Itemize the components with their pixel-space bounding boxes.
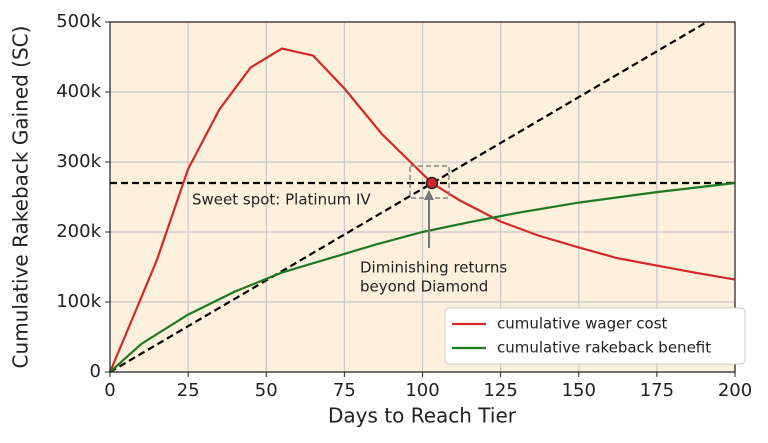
y-tick-label: 0 <box>90 361 101 382</box>
x-tick-label: 175 <box>640 380 674 401</box>
x-tick-label: 0 <box>104 380 115 401</box>
y-tick-label: 400k <box>56 81 101 102</box>
x-tick-label: 200 <box>718 380 752 401</box>
reference-line <box>109 21 708 373</box>
x-tick-label: 100 <box>405 380 439 401</box>
annotation: Sweet spot: Platinum IV <box>192 191 371 209</box>
x-tick-label: 25 <box>177 380 200 401</box>
annotation: Diminishing returns <box>360 259 507 277</box>
series-line <box>108 47 736 373</box>
x-tick-label: 75 <box>333 380 356 401</box>
x-tick-label: 50 <box>255 380 278 401</box>
y-tick-label: 100k <box>56 291 101 312</box>
highlight-point <box>425 176 439 190</box>
arrow-head <box>424 190 434 200</box>
legend-box <box>444 307 746 365</box>
y-tick-label: 300k <box>56 151 101 172</box>
x-axis-label: Days to Reach Tier <box>328 404 517 428</box>
x-tick-label: 150 <box>562 380 596 401</box>
legend-label: cumulative rakeback benefit <box>497 339 711 357</box>
legend-label: cumulative wager cost <box>497 315 668 333</box>
y-axis-label: Cumulative Rakeback Gained (SC) <box>9 26 33 369</box>
y-tick-label: 500k <box>56 11 101 32</box>
annotation: beyond Diamond <box>360 278 488 296</box>
x-tick-label: 125 <box>483 380 517 401</box>
series-line <box>109 181 736 373</box>
y-tick-label: 200k <box>56 221 101 242</box>
